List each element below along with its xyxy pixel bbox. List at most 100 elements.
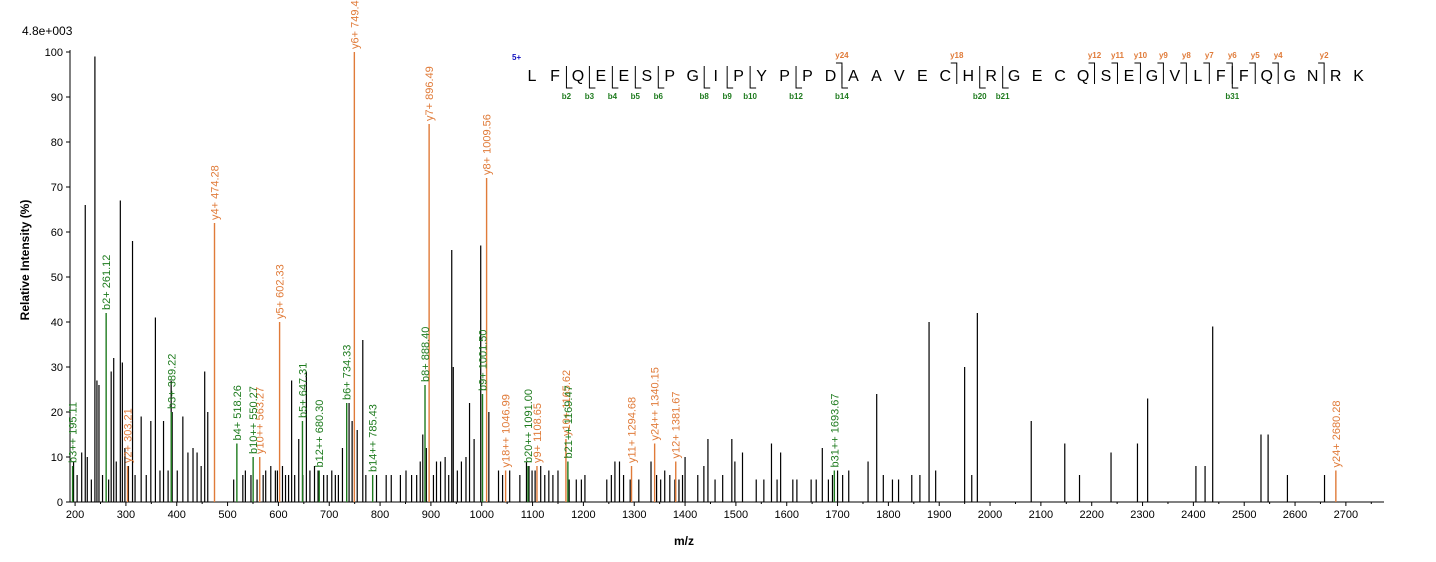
x-tick-label: 1100: [521, 509, 545, 521]
x-tick-label: 1000: [469, 509, 493, 521]
y-ion-label: y12+ 1381.67: [671, 392, 683, 459]
y-ion-label: y11+ 1294.68: [627, 397, 639, 463]
sequence-residue: V: [894, 68, 905, 85]
sequence-residue: E: [1032, 68, 1043, 85]
x-tick-label: 2500: [1232, 509, 1256, 521]
x-tick-label: 2400: [1181, 509, 1205, 521]
b-ion-label: b10++ 550.27: [248, 386, 260, 454]
sequence-residue: E: [619, 68, 630, 85]
sequence-residue: Y: [756, 68, 767, 85]
sequence-residue: I: [713, 68, 717, 85]
x-tick-label: 1500: [724, 509, 748, 521]
y-ion-label: y24+ 2680.28: [1331, 401, 1343, 468]
b-ion-label: b2+ 261.12: [101, 255, 113, 310]
sequence-residue: G: [686, 68, 698, 85]
y-ion-label: y24++ 1340.15: [650, 367, 662, 440]
x-tick-label: 2100: [1029, 509, 1053, 521]
x-tick-label: 400: [168, 509, 186, 521]
y-fragment-tag: y6: [1228, 51, 1237, 60]
b-fragment-tag: b14: [835, 92, 849, 101]
y-ion-label: y2+ 303.21: [123, 408, 135, 463]
b-fragment-tag: b2: [562, 92, 572, 101]
x-tick-label: 900: [422, 509, 440, 521]
b-fragment-tag: b12: [789, 92, 803, 101]
x-tick-label: 1700: [825, 509, 849, 521]
y-tick-label: 50: [51, 272, 63, 284]
y-ion-label: y10++ 563.27: [255, 387, 267, 454]
b-fragment-bracket: [979, 66, 986, 89]
y-fragment-bracket: [1180, 62, 1187, 84]
y-fragment-bracket: [1249, 62, 1256, 84]
b-fragment-tag: b20: [973, 92, 987, 101]
sequence-residue: Q: [1260, 68, 1272, 85]
x-tick-label: 1300: [622, 509, 646, 521]
x-tick-label: 1600: [774, 509, 798, 521]
sequence-residue: E: [1124, 68, 1135, 85]
sequence-residue: R: [985, 68, 997, 85]
y-tick-label: 10: [51, 452, 63, 464]
x-tick-label: 1200: [571, 509, 595, 521]
y-fragment-tag: y8: [1182, 51, 1191, 60]
b-fragment-tag: b4: [608, 92, 618, 101]
sequence-residue: Q: [572, 68, 584, 85]
y-fragment-bracket: [1157, 62, 1164, 84]
charge-state-label: 5+: [512, 53, 521, 62]
max-intensity-label: 4.8e+003: [22, 24, 73, 38]
b-ion-label: b31++ 1693.67: [829, 393, 841, 467]
y-tick-label: 100: [45, 47, 63, 59]
y-axis-title: Relative Intensity (%): [18, 200, 32, 321]
b-fragment-tag: b10: [743, 92, 757, 101]
y-fragment-bracket: [950, 62, 958, 84]
b-fragment-bracket: [634, 66, 642, 89]
b-fragment-bracket: [726, 66, 734, 89]
b-fragment-bracket: [565, 66, 573, 89]
x-tick-label: 2300: [1130, 509, 1154, 521]
y-ion-label: y6+ 749.40: [349, 0, 361, 49]
y-fragment-tag: y12: [1088, 51, 1102, 60]
y-ion-label: y9+ 1108.65: [532, 403, 544, 463]
b-ion-label: b21++ 1169.47: [563, 385, 575, 458]
sequence-residue: H: [962, 68, 974, 85]
sequence-residue: F: [1239, 68, 1249, 85]
b-fragment-bracket: [1231, 66, 1239, 89]
y-ion-label: y8+ 1009.56: [482, 114, 494, 175]
b-fragment-bracket: [749, 66, 757, 89]
x-tick-label: 1400: [673, 509, 697, 521]
sequence-residue: V: [1170, 68, 1181, 85]
b-ion-label: b8+ 888.40: [420, 327, 432, 382]
y-tick-label: 60: [51, 227, 63, 239]
annotated-ion-series: y2+ 303.21 y4+ 474.28 y10++ 563.27 y5+ 602.…: [68, 0, 1343, 502]
x-tick-label: 2600: [1283, 509, 1307, 521]
x-tick-label: 2000: [978, 509, 1002, 521]
y-ion-label: y4+ 474.28: [210, 165, 222, 220]
b-ion-label: b14++ 785.43: [368, 404, 380, 472]
y-tick-label: 70: [51, 182, 63, 194]
y-fragment-tag: y4: [1274, 51, 1283, 60]
y-fragment-bracket: [1134, 62, 1141, 84]
b-fragment-bracket: [657, 66, 665, 89]
y-fragment-tag: y5: [1251, 51, 1260, 60]
y-fragment-bracket: [1272, 62, 1279, 84]
y-fragment-bracket: [1318, 62, 1325, 84]
y-fragment-tag: y9: [1159, 51, 1168, 60]
y-ion-label: y10+ 1165.62: [561, 370, 573, 436]
b-fragment-tag: b5: [631, 92, 641, 101]
b-fragment-tag: b31: [1225, 92, 1239, 101]
b-ion-label: b20++ 1091.00: [523, 389, 535, 463]
y-fragment-bracket: [835, 62, 843, 84]
x-tick-label: 2200: [1079, 509, 1103, 521]
b-fragment-tag: b8: [700, 92, 710, 101]
x-tick-label: 1800: [876, 509, 900, 521]
b-ion-label: b9+ 1001.50: [477, 330, 489, 391]
sequence-residue: N: [1307, 68, 1319, 85]
y-tick-label: 30: [51, 362, 63, 374]
sequence-residue: S: [1101, 68, 1112, 85]
y-fragment-bracket: [1088, 62, 1096, 84]
y-fragment-tag: y24: [835, 51, 849, 60]
x-tick-label: 600: [269, 509, 287, 521]
x-tick-label: 2700: [1334, 509, 1358, 521]
sequence-residue: Q: [1077, 68, 1089, 85]
x-tick-label: 300: [117, 509, 135, 521]
y-fragment-tag: y7: [1205, 51, 1214, 60]
